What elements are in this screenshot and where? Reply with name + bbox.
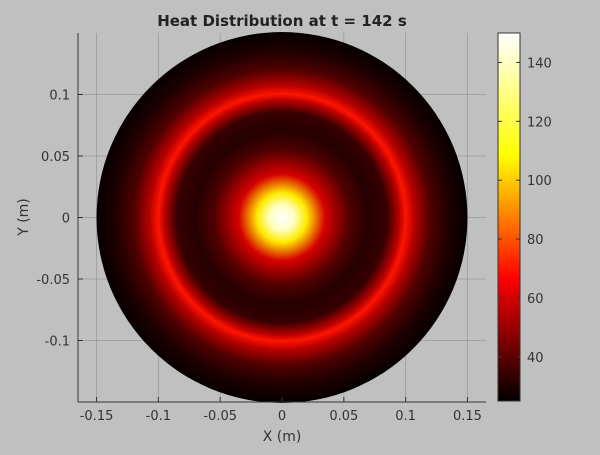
x-tick-label: -0.05 xyxy=(203,409,237,424)
colorbar: 40 60 80 100 120 140 xyxy=(497,32,552,402)
y-tick-label: -0.1 xyxy=(45,335,70,350)
x-tick-label: -0.15 xyxy=(80,409,114,424)
chart-title: Heat Distribution at t = 142 s xyxy=(157,12,407,30)
y-tick-label: 0.05 xyxy=(41,150,70,165)
x-tick-label: 0.15 xyxy=(453,409,482,424)
colorbar-tick-label: 140 xyxy=(527,56,552,71)
y-axis: -0.1 -0.05 0 0.05 0.1 xyxy=(36,89,83,350)
x-tick-label: 0 xyxy=(278,409,286,424)
x-axis: -0.15 -0.1 -0.05 0 0.05 0.1 0.15 xyxy=(80,397,482,424)
colorbar-gradient xyxy=(497,32,521,402)
x-tick-label: -0.1 xyxy=(146,409,171,424)
heat-field xyxy=(96,32,468,403)
y-tick-label: -0.05 xyxy=(36,273,70,288)
colorbar-tick-label: 80 xyxy=(527,233,544,248)
y-tick-label: 0 xyxy=(62,212,70,227)
heat-disk xyxy=(96,32,468,403)
colorbar-tick-label: 120 xyxy=(527,115,552,130)
y-axis-label: Y (m) xyxy=(16,198,32,237)
colorbar-tick-label: 100 xyxy=(527,174,552,189)
x-tick-label: 0.1 xyxy=(395,409,416,424)
x-axis-label: X (m) xyxy=(263,429,302,445)
y-tick-label: 0.1 xyxy=(49,89,70,104)
x-tick-label: 0.05 xyxy=(329,409,358,424)
colorbar-tick-label: 60 xyxy=(527,292,544,307)
colorbar-tick-label: 40 xyxy=(527,351,544,366)
